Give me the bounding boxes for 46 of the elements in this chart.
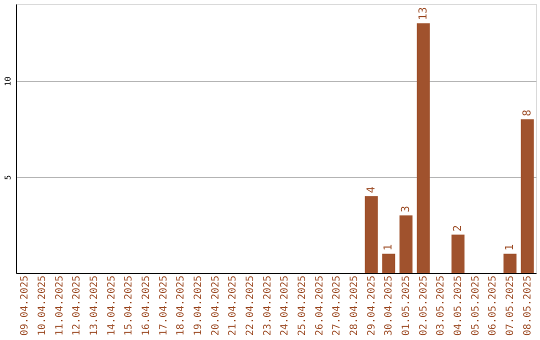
x-tick-label: 25.04.2025 [297, 276, 308, 336]
data-label: 13 [416, 6, 430, 20]
x-tick-label: 09.04.2025 [20, 276, 31, 336]
x-tick-label: 03.05.2025 [436, 276, 447, 336]
bar [452, 234, 464, 273]
bar [504, 254, 516, 273]
x-tick-label: 13.04.2025 [89, 276, 100, 336]
x-tick-label: 02.05.2025 [418, 276, 430, 336]
data-label: 2 [451, 224, 464, 232]
x-tick-label: 23.04.2025 [262, 276, 274, 336]
x-tick-label: 19.04.2025 [193, 276, 204, 336]
x-tick-label: 14.04.2025 [106, 276, 118, 336]
x-tick-label: 20.04.2025 [210, 276, 222, 336]
x-tick-label: 18.04.2025 [176, 276, 187, 336]
x-tick-label: 30.04.2025 [384, 276, 395, 336]
x-tick-label: 15.04.2025 [124, 276, 135, 336]
data-label: 3 [399, 206, 412, 212]
x-tick-label: 21.04.2025 [228, 276, 239, 336]
x-tick-label: 17.04.2025 [158, 276, 170, 336]
bar [416, 23, 430, 273]
x-tick-label: 22.04.2025 [245, 276, 256, 336]
bar [520, 119, 534, 273]
x-tick-label: 10.04.2025 [37, 276, 48, 336]
x-tick-label: 16.04.2025 [141, 276, 152, 336]
bar [382, 254, 396, 273]
data-label: 1 [503, 244, 516, 251]
x-tick-label: 12.04.2025 [72, 276, 83, 336]
x-tick-label: 28.04.2025 [349, 276, 360, 336]
x-tick-label: 24.04.2025 [280, 276, 291, 336]
y-tick-label: 10 [4, 76, 12, 86]
data-label: 4 [364, 186, 378, 194]
y-tick-label: 5 [4, 174, 12, 180]
x-tick-label: 01.05.2025 [401, 276, 412, 336]
bar [400, 215, 412, 273]
x-tick-label: 11.04.2025 [54, 276, 66, 336]
x-tick-label: 04.05.2025 [453, 276, 464, 336]
x-tick-label: 06.05.2025 [488, 276, 499, 336]
x-tick-label: 27.04.2025 [332, 276, 343, 336]
data-label: 1 [382, 244, 395, 251]
data-label: 8 [520, 110, 534, 116]
x-tick-label: 08.05.2025 [522, 276, 534, 336]
x-tick-label: 05.05.2025 [470, 276, 482, 336]
x-tick-label: 26.04.2025 [314, 276, 326, 336]
bar [364, 196, 378, 273]
x-tick-label: 29.04.2025 [366, 276, 378, 336]
x-tick-label: 07.05.2025 [505, 276, 516, 336]
